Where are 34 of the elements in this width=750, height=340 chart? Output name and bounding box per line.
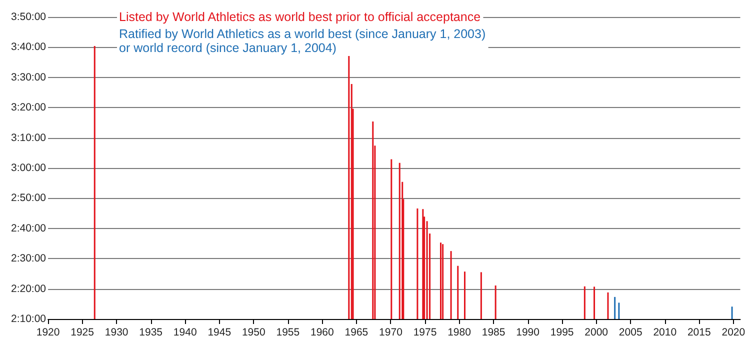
x-tick-label: 1995 <box>550 326 574 338</box>
x-tick-label: 1940 <box>173 326 197 338</box>
x-tick-label: 1975 <box>413 326 437 338</box>
x-tick-label: 1935 <box>139 326 163 338</box>
x-tick-label: 2015 <box>687 326 711 338</box>
text: Listed by World Athletics as world best prior to official acceptance <box>119 10 481 24</box>
x-tick-label: 1950 <box>242 326 266 338</box>
x-tick-label: 1965 <box>344 326 368 338</box>
x-tick-label: 1985 <box>482 326 506 338</box>
x-tick-label: 1980 <box>448 326 472 338</box>
x-tick-label: 1925 <box>70 326 94 338</box>
y-tick-label: 3:20:00 <box>10 102 46 114</box>
y-tick-label: 2:10:00 <box>10 313 46 325</box>
x-tick-label: 2010 <box>653 326 677 338</box>
x-tick-label: 1970 <box>379 326 403 338</box>
x-tick-label: 2020 <box>722 326 746 338</box>
x-tick-label: 1945 <box>208 326 232 338</box>
y-tick-label: 2:50:00 <box>10 192 46 204</box>
x-tick-label: 1920 <box>36 326 60 338</box>
x-tick-label: 1930 <box>104 326 128 338</box>
x-tick-label: 1990 <box>516 326 540 338</box>
y-tick-label: 3:40:00 <box>10 41 46 54</box>
y-tick-label: 3:10:00 <box>10 132 46 144</box>
x-tick-label: 2005 <box>618 326 642 338</box>
text: Ratified by World Athletics as a world best (since January 1, 2003) or world record (since January 1, 2004) <box>119 27 486 55</box>
y-tick-label: 2:30:00 <box>10 252 46 265</box>
y-tick-label: 3:00:00 <box>10 162 46 174</box>
x-tick-label: 1955 <box>276 326 300 338</box>
y-tick-label: 3:50:00 <box>10 11 46 23</box>
x-tick-label: 2000 <box>584 326 608 338</box>
y-tick-label: 3:30:00 <box>10 71 46 84</box>
x-tick-label: 1960 <box>310 326 334 338</box>
y-tick-label: 2:20:00 <box>10 282 46 295</box>
y-tick-label: 2:40:00 <box>10 222 46 234</box>
